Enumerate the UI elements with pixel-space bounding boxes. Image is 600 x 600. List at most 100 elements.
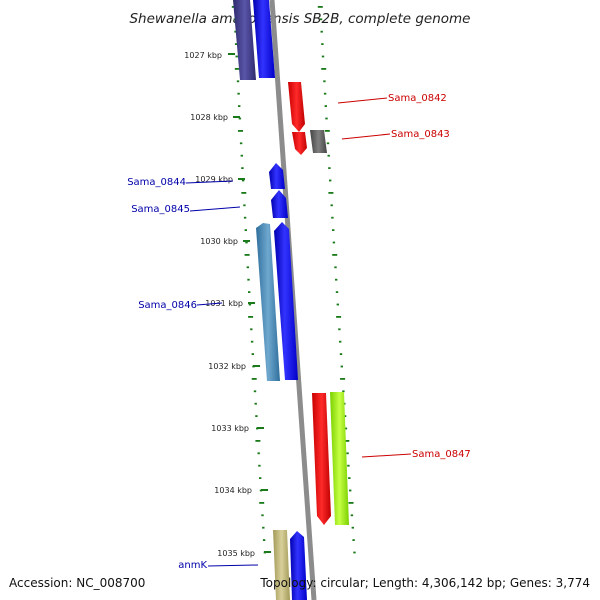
ruler-dot <box>344 427 348 430</box>
ruler-dot <box>262 526 265 529</box>
ruler-dot <box>241 167 244 169</box>
gene-label[interactable]: Sama_0844 <box>127 177 186 188</box>
ruler-dot <box>352 539 355 541</box>
ruler-dot <box>349 489 352 492</box>
ruler-dot <box>261 514 264 517</box>
ruler-dot <box>238 117 242 120</box>
leader-line <box>337 97 388 104</box>
ruler-dot <box>328 192 334 194</box>
gene-arrow[interactable] <box>256 223 280 381</box>
tick-label: 1035 kbp <box>217 549 255 558</box>
gene-labels: Sama_0842 Sama_0843 Sama_0844 Sama_0845 … <box>127 93 471 571</box>
gene-arrow[interactable] <box>292 132 307 155</box>
reverse-strand-genes <box>233 0 307 600</box>
gene-arrow[interactable] <box>310 130 327 153</box>
gene-arrow[interactable] <box>290 531 307 600</box>
ruler-dot <box>328 167 331 169</box>
ruler-dot <box>326 142 330 145</box>
gene-arrow[interactable] <box>273 530 290 600</box>
ruler-dot <box>241 179 245 182</box>
ruler-dot <box>323 92 327 95</box>
ruler-dot <box>251 353 254 355</box>
ruler-dot <box>332 254 338 256</box>
ruler-dot <box>321 43 324 45</box>
gene-label[interactable]: Sama_0845 <box>131 204 190 215</box>
gene-arrow[interactable] <box>288 82 305 132</box>
ruler-dot <box>238 130 243 132</box>
ruler-dot <box>335 291 339 293</box>
ruler-dot <box>324 130 330 132</box>
gene-arrow[interactable] <box>269 163 285 189</box>
ruler-dot <box>338 328 341 331</box>
leader-line <box>207 564 259 567</box>
gene-arrow[interactable] <box>312 393 331 525</box>
ruler-dot <box>340 378 346 380</box>
ruler-dot <box>237 92 240 95</box>
ruler-dot <box>348 477 351 479</box>
ruler-dot <box>255 415 258 417</box>
ruler-dot <box>351 526 354 529</box>
ruler-dot <box>250 340 254 343</box>
ruler-dot <box>343 415 347 417</box>
ruler-dot <box>234 68 240 70</box>
gene-arrow[interactable] <box>233 0 256 80</box>
ruler-dot <box>241 192 247 194</box>
ruler-dot <box>234 43 238 45</box>
ruler-dot <box>262 539 266 541</box>
gene-label[interactable]: Sama_0843 <box>391 129 450 140</box>
ruler-dot <box>245 241 248 244</box>
gene-arrow[interactable] <box>330 392 349 525</box>
gene-arrow[interactable] <box>253 0 275 78</box>
ruler-dot <box>347 464 350 467</box>
ruler-dot <box>321 68 327 70</box>
tick-label: 1031 kbp <box>205 299 243 308</box>
ruler-dot <box>330 204 333 207</box>
tick-label: 1029 kbp <box>195 175 233 184</box>
ruler-dot <box>321 55 325 58</box>
leader-line <box>361 453 412 458</box>
gene-label[interactable]: Sama_0847 <box>412 449 471 460</box>
ruler-dot <box>335 278 338 281</box>
leader-line <box>189 206 241 212</box>
ruler-dot <box>236 80 240 83</box>
ruler-dots-right <box>317 6 356 554</box>
tick-label: 1032 kbp <box>208 362 246 371</box>
ruler-dot <box>339 353 343 355</box>
map-title: Shewanella amazonensis SB2B, complete ge… <box>129 11 470 27</box>
ruler-dot <box>243 204 246 207</box>
ruler-dot <box>331 216 334 219</box>
ruler-dot <box>239 142 243 145</box>
ruler-dot <box>246 266 249 269</box>
gene-arrow[interactable] <box>274 222 298 380</box>
gene-label[interactable]: Sama_0846 <box>138 300 197 311</box>
ruler-dot <box>334 266 337 269</box>
ruler-dot <box>258 464 261 467</box>
ruler-dot <box>247 278 250 281</box>
topology-text: Topology: circular; Length: 4,306,142 bp… <box>259 576 590 590</box>
ruler-dot <box>320 30 323 33</box>
gene-label[interactable]: Sama_0842 <box>388 93 447 104</box>
ruler-dot <box>234 30 237 33</box>
ruler-dot <box>346 452 349 455</box>
ruler <box>231 6 356 554</box>
ruler-dot <box>254 402 257 405</box>
ruler-dot <box>336 316 342 318</box>
gene-label[interactable]: anmK <box>178 560 207 571</box>
ruler-dot <box>248 291 251 293</box>
accession-text: Accession: NC_008700 <box>9 576 145 590</box>
ruler-dot <box>323 80 326 83</box>
tick-label: 1034 kbp <box>214 486 252 495</box>
ruler-dot <box>324 105 327 107</box>
ruler-dot <box>253 390 257 393</box>
tick-label: 1028 kbp <box>190 113 228 122</box>
ruler-dot <box>257 452 260 455</box>
ruler-dot <box>259 502 265 504</box>
ruler-dot <box>244 254 250 256</box>
ruler-dot <box>339 340 342 343</box>
ruler-dot <box>332 229 335 231</box>
ruler-dot <box>235 55 238 58</box>
ruler-dot <box>244 229 247 231</box>
genome-backbone <box>269 0 317 600</box>
gene-arrow[interactable] <box>271 190 288 218</box>
